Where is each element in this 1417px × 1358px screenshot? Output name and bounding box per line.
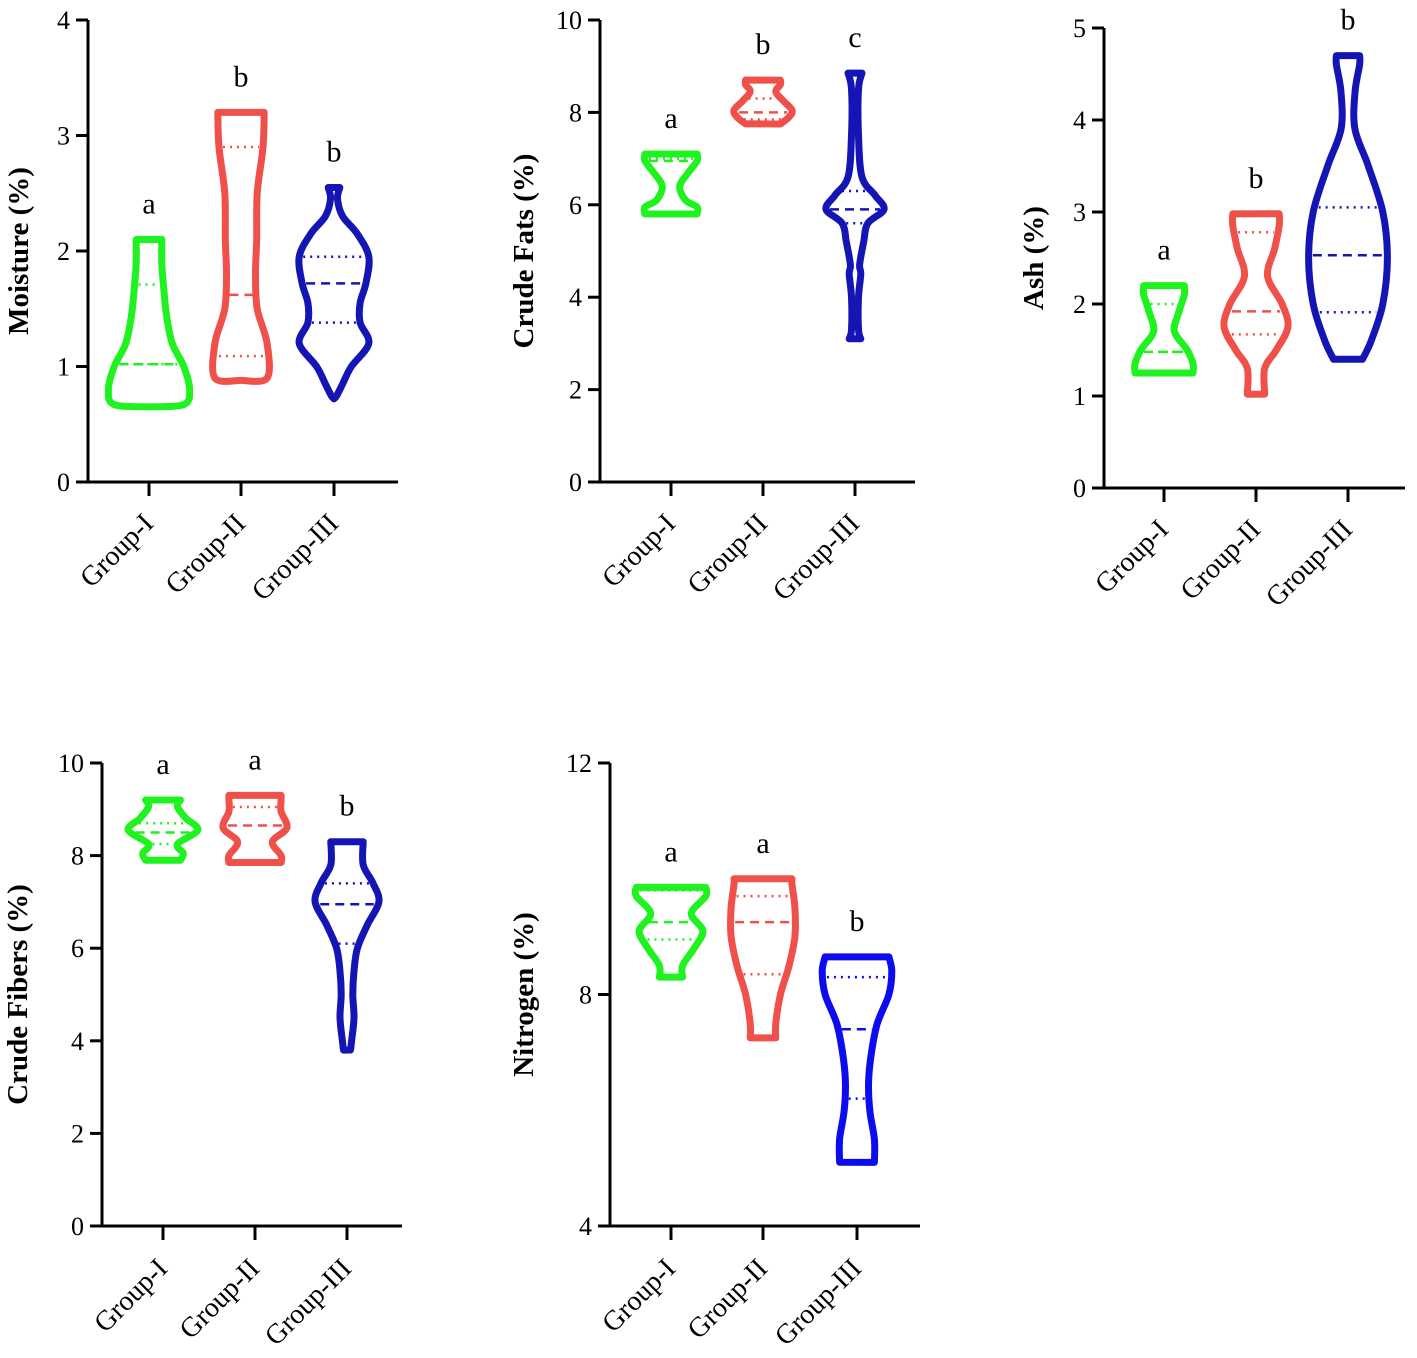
- x-tick-label: Group-III: [769, 1253, 868, 1352]
- violin-group-iii: b: [295, 135, 373, 403]
- chart-panel-2: 0 2 4 6 8 10 Crude Fats (%) Group-I Group-IIGrou…: [508, 6, 915, 607]
- violin-group-i: a: [1131, 234, 1197, 377]
- y-tick-label: 1: [57, 353, 70, 382]
- violin-group-iii: b: [1305, 4, 1391, 363]
- y-tick-label: 8: [579, 981, 592, 1010]
- violin-outline: [631, 883, 711, 981]
- y-tick-label: 2: [569, 376, 582, 405]
- y-tick-label: 0: [1073, 474, 1086, 503]
- y-tick-label: 5: [1073, 14, 1086, 43]
- x-tick-label: Group-I: [74, 508, 160, 594]
- y-tick-label: 4: [57, 6, 70, 35]
- y-tick-label: 6: [71, 934, 84, 963]
- x-tick-label: Group-I: [1089, 514, 1175, 600]
- y-tick-label: 3: [1073, 198, 1086, 227]
- x-tick-label: Group-III: [259, 1253, 358, 1352]
- y-axis-label: Ash (%): [1018, 206, 1050, 310]
- violin-outline: [818, 953, 896, 1166]
- y-tick-label: 8: [569, 98, 582, 127]
- y-tick-label: 4: [569, 283, 582, 312]
- significance-letter: b: [756, 28, 771, 61]
- violin-group-ii: a: [727, 827, 799, 1042]
- y-tick-label: 8: [71, 842, 84, 871]
- significance-letter: a: [248, 743, 261, 776]
- y-tick-label: 4: [1073, 106, 1086, 135]
- significance-letter: b: [340, 790, 355, 823]
- chart-panel-5: 4 8 12 Nitrogen (%) Group-I Group-IIGroup-III…: [508, 749, 920, 1352]
- chart-panel-1: 0 1 2 3 4 Moisture (%) Group-I Group-IIGroup-II…: [3, 6, 398, 607]
- violin-group-ii: b: [1220, 162, 1292, 398]
- x-tick-label: Group-I: [88, 1253, 174, 1339]
- y-tick-label: 0: [71, 1212, 84, 1241]
- violin-outline: [1131, 282, 1197, 377]
- significance-letter: a: [664, 835, 677, 868]
- significance-letter: b: [1341, 4, 1356, 37]
- y-tick-label: 3: [57, 122, 70, 151]
- x-tick-label: Group-III: [767, 508, 866, 607]
- x-tick-label: Group-I: [596, 508, 682, 594]
- violin-group-ii: b: [730, 28, 796, 128]
- violin-group-i: a: [640, 102, 702, 218]
- violin-outline: [219, 791, 291, 867]
- violin-group-ii: b: [209, 60, 273, 385]
- violin-outline: [727, 875, 799, 1042]
- y-tick-label: 2: [1073, 290, 1086, 319]
- violin-outline: [124, 796, 202, 864]
- y-tick-label: 6: [569, 191, 582, 220]
- violin-outline: [640, 150, 702, 218]
- y-tick-label: 12: [566, 749, 592, 778]
- violin-group-iii: b: [311, 790, 383, 1054]
- violin-outline: [1305, 52, 1391, 363]
- x-tick-label: Group-II: [160, 508, 252, 600]
- y-axis-label: Moisture (%): [3, 167, 35, 335]
- violin-outline: [311, 838, 383, 1054]
- x-tick-label: Group-I: [596, 1253, 682, 1339]
- y-axis-label: Nitrogen (%): [508, 912, 540, 1077]
- x-tick-label: Group-II: [1175, 514, 1267, 606]
- violin-group-i: a: [124, 748, 202, 864]
- significance-letter: a: [142, 187, 155, 220]
- violin-outline: [730, 76, 796, 128]
- y-axis-label: Crude Fibers (%): [2, 884, 34, 1105]
- x-tick-label: Group-II: [682, 1253, 774, 1345]
- x-tick-label: Group-II: [174, 1253, 266, 1345]
- significance-letter: b: [234, 60, 249, 93]
- chart-panel-4: 0 2 4 6 8 10 Crude Fibers (%) Group-I Group-IIGr…: [2, 743, 402, 1352]
- significance-letter: a: [756, 827, 769, 860]
- y-tick-label: 1: [1073, 382, 1086, 411]
- violin-group-iii: c: [822, 21, 888, 343]
- y-axis-label: Crude Fats (%): [508, 154, 540, 349]
- violin-group-ii: a: [219, 743, 291, 867]
- violin-outline: [822, 69, 888, 343]
- significance-letter: b: [1249, 162, 1264, 195]
- significance-letter: a: [1157, 234, 1170, 267]
- significance-letter: b: [327, 135, 342, 168]
- x-tick-label: Group-II: [682, 508, 774, 600]
- violin-group-i: a: [104, 187, 194, 411]
- violin-outline: [104, 235, 194, 411]
- y-tick-label: 2: [57, 237, 70, 266]
- x-tick-label: Group-III: [246, 508, 345, 607]
- violin-group-iii: b: [818, 905, 896, 1166]
- y-tick-label: 4: [71, 1027, 84, 1056]
- violin-group-i: a: [631, 835, 711, 981]
- significance-letter: b: [850, 905, 865, 938]
- significance-letter: c: [848, 21, 861, 54]
- y-tick-label: 10: [58, 749, 84, 778]
- x-tick-label: Group-III: [1260, 514, 1359, 613]
- y-tick-label: 10: [556, 6, 582, 35]
- significance-letter: a: [664, 102, 677, 135]
- violin-outline: [209, 108, 273, 385]
- y-tick-label: 2: [71, 1119, 84, 1148]
- violin-outline: [295, 183, 373, 403]
- y-tick-label: 0: [57, 468, 70, 497]
- significance-letter: a: [156, 748, 169, 781]
- violin-outline: [1220, 210, 1292, 398]
- y-tick-label: 0: [569, 468, 582, 497]
- y-tick-label: 4: [579, 1212, 592, 1241]
